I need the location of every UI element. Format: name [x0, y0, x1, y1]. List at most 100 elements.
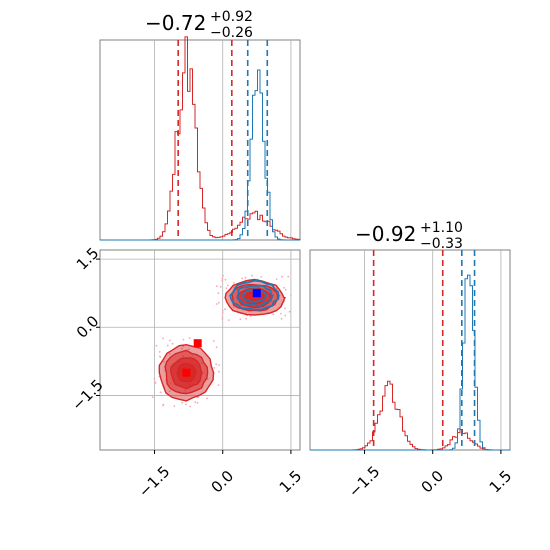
x-tick-label: 0.0	[208, 467, 238, 497]
scatter-point	[239, 318, 242, 321]
scatter-point	[166, 344, 169, 347]
title-p2: −0.92 +1.10 −0.33	[355, 220, 463, 252]
title-p1: −0.72 +0.92 −0.26	[145, 9, 253, 41]
scatter-point	[284, 288, 287, 291]
axes-frame	[309, 249, 511, 451]
scatter-point	[196, 401, 199, 404]
scatter-point	[215, 363, 218, 366]
scatter-point	[290, 294, 292, 297]
scatter-point	[283, 286, 285, 289]
scatter-point	[284, 307, 286, 310]
grid	[100, 250, 300, 450]
scatter-point	[194, 401, 197, 403]
scatter-point	[217, 384, 220, 386]
scatter-point	[275, 287, 278, 290]
scatter-point	[162, 404, 164, 407]
scatter-point	[260, 276, 263, 278]
scatter-point	[233, 286, 235, 288]
x-tick-label: −1.5	[135, 462, 173, 500]
scatter-point	[217, 292, 220, 295]
scatter-point	[171, 342, 174, 345]
histograms	[100, 36, 301, 241]
contour-blue	[241, 288, 268, 304]
joint-plot-p1-p2	[99, 249, 301, 451]
scatter-point	[215, 285, 218, 288]
scatter-point	[158, 351, 161, 353]
x-tick-label: −1.5	[345, 462, 383, 500]
quantile-lines	[177, 40, 269, 240]
grid	[364, 250, 502, 450]
scatter-point	[188, 337, 191, 339]
scatter-point	[251, 274, 253, 277]
truth-marker-red	[193, 339, 202, 348]
scatter-point	[219, 286, 222, 288]
scatter-point	[222, 274, 224, 277]
scatter-point	[217, 301, 220, 304]
scatter-point	[212, 340, 215, 342]
scatter-point	[181, 401, 184, 404]
scatter-point	[163, 360, 165, 363]
scatter-point	[181, 347, 183, 350]
scatter-point	[221, 316, 224, 318]
x-tick-label: 1.5	[276, 467, 306, 497]
title-p2-minus: −0.33	[420, 236, 463, 252]
scatter-point	[287, 275, 290, 278]
marginal-plot-p2	[309, 249, 511, 451]
scatter-point	[280, 318, 283, 320]
histogram-blue	[310, 274, 510, 451]
scatter-point	[232, 306, 235, 308]
scatter-point	[169, 352, 172, 355]
quantile-lines	[372, 250, 476, 450]
scatter-point	[218, 370, 220, 373]
scatter-point	[275, 278, 278, 280]
scatter-point	[213, 367, 216, 369]
scatter-point	[189, 405, 192, 408]
scatter-point	[153, 378, 156, 380]
histogram-red	[310, 380, 510, 451]
scatter-point	[185, 403, 187, 406]
scatter-point	[224, 308, 226, 311]
scatter-point	[155, 344, 158, 347]
scatter-point	[224, 278, 227, 281]
scatter-point	[221, 279, 224, 282]
truth-markers	[182, 289, 261, 377]
scatter-point	[225, 287, 228, 290]
marginal-plot-p1	[99, 36, 301, 241]
scatter-point	[221, 277, 224, 280]
scatter-point	[249, 315, 252, 317]
scatter-point	[232, 282, 235, 284]
scatter-point	[168, 390, 171, 393]
scatter-point	[162, 337, 164, 340]
scatter-point	[159, 355, 162, 358]
scatter-point	[221, 312, 224, 314]
grid	[154, 40, 292, 240]
title-p2-plus: +1.10	[420, 220, 463, 236]
scatter-point	[151, 396, 154, 399]
histograms	[310, 274, 510, 451]
scatter-point	[159, 391, 162, 394]
title-p1-plus: +0.92	[210, 9, 253, 25]
scatter-point	[168, 339, 171, 342]
scatter-point	[227, 319, 230, 321]
x-tick-label: 1.5	[486, 467, 516, 497]
title-p1-minus: −0.26	[210, 25, 253, 41]
scatter-point	[281, 275, 283, 278]
scatter-point	[215, 346, 218, 349]
contour-blue	[229, 279, 280, 311]
contour-blue	[236, 284, 274, 308]
scatter-point	[280, 312, 282, 315]
truth-marker-red	[182, 368, 191, 377]
scatter-point	[218, 364, 221, 366]
scatter-point	[173, 405, 176, 408]
scatter-point	[206, 397, 208, 400]
scatter-point	[245, 317, 248, 320]
scatter-point	[227, 284, 229, 287]
scatter-point	[182, 338, 185, 341]
scatter-point	[208, 394, 211, 397]
scatter-point	[221, 318, 224, 321]
scatter-point	[241, 277, 244, 280]
scatter-point	[221, 309, 224, 312]
scatter-point	[288, 310, 291, 313]
scatter-point	[272, 313, 275, 316]
